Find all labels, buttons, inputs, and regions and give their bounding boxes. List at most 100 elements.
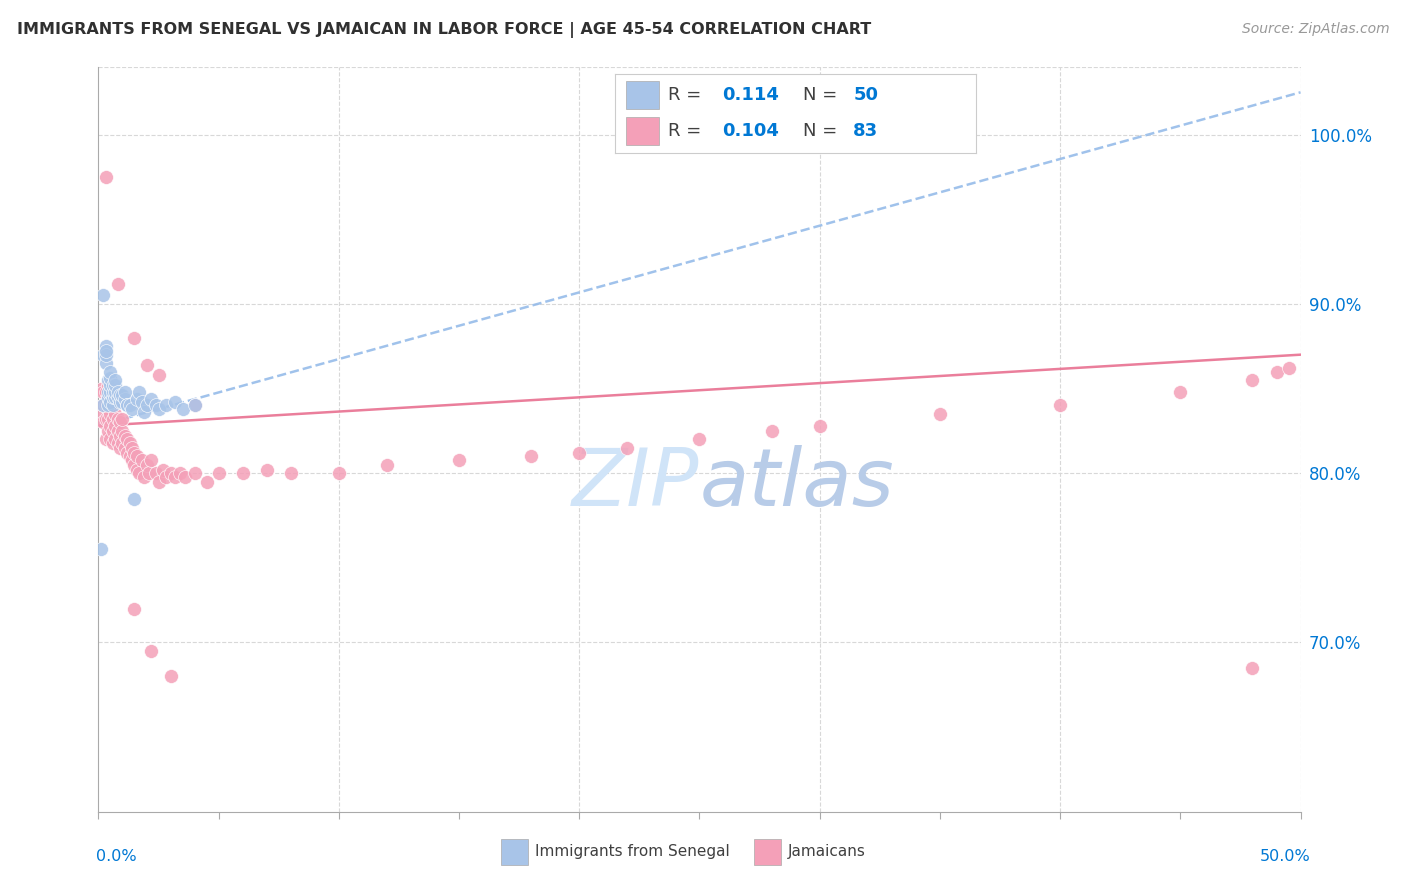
Point: [104, 418, 127, 433]
Point: [1170, 384, 1192, 399]
Point: [108, 416, 131, 430]
Point: [104, 433, 127, 447]
Point: [94, 433, 117, 447]
Point: [108, 395, 131, 409]
Point: [128, 384, 150, 399]
Point: [121, 441, 143, 455]
Point: [111, 395, 134, 409]
Point: [90, 407, 112, 421]
Point: [124, 331, 146, 345]
Point: [520, 449, 543, 463]
Point: [91, 348, 114, 362]
Point: [152, 463, 174, 477]
Point: [97, 390, 120, 404]
Point: [101, 399, 124, 413]
Point: [100, 384, 122, 399]
Point: [100, 382, 122, 396]
Point: [145, 466, 167, 480]
Point: [94, 339, 117, 353]
Point: [761, 424, 783, 438]
Point: [183, 399, 205, 413]
Point: [94, 399, 117, 413]
Point: [108, 429, 131, 443]
Point: [101, 435, 124, 450]
Point: [616, 441, 638, 455]
Point: [1241, 373, 1264, 387]
Point: [97, 424, 120, 438]
Text: IMMIGRANTS FROM SENEGAL VS JAMAICAN IN LABOR FORCE | AGE 45-54 CORRELATION CHART: IMMIGRANTS FROM SENEGAL VS JAMAICAN IN L…: [17, 22, 872, 38]
Point: [135, 458, 157, 472]
Point: [97, 401, 120, 416]
Point: [97, 390, 120, 404]
Point: [107, 277, 129, 291]
Point: [145, 399, 167, 413]
Point: [124, 601, 146, 615]
Point: [1049, 399, 1071, 413]
Point: [108, 441, 131, 455]
Point: [128, 466, 150, 480]
Point: [117, 433, 139, 447]
Point: [117, 399, 139, 413]
Point: [101, 412, 124, 426]
Point: [280, 466, 302, 480]
Point: [568, 446, 591, 460]
Point: [155, 469, 177, 483]
Point: [90, 542, 112, 557]
Point: [100, 371, 122, 385]
Point: [111, 424, 134, 438]
Point: [100, 395, 122, 409]
Point: [94, 344, 117, 359]
Point: [808, 418, 831, 433]
Point: [124, 446, 146, 460]
Point: [97, 384, 120, 399]
Point: [183, 399, 205, 413]
Point: [195, 475, 218, 489]
Point: [111, 435, 134, 450]
FancyBboxPatch shape: [754, 839, 782, 864]
Point: [125, 463, 148, 477]
Point: [94, 169, 117, 184]
Point: [928, 407, 950, 421]
Point: [107, 390, 129, 404]
Point: [91, 399, 114, 413]
Point: [124, 491, 146, 506]
Point: [125, 392, 148, 406]
Point: [117, 446, 139, 460]
Point: [94, 356, 117, 370]
Point: [101, 384, 124, 399]
Text: Jamaicans: Jamaicans: [787, 845, 866, 859]
Point: [159, 669, 181, 683]
Text: 50.0%: 50.0%: [1260, 849, 1310, 863]
Point: [90, 382, 112, 396]
Point: [91, 288, 114, 302]
Point: [94, 348, 117, 362]
Point: [121, 401, 143, 416]
Point: [232, 466, 254, 480]
Text: Source: ZipAtlas.com: Source: ZipAtlas.com: [1241, 22, 1389, 37]
Point: [104, 378, 127, 392]
Point: [131, 452, 153, 467]
Point: [132, 405, 155, 419]
Point: [165, 395, 187, 409]
Point: [100, 395, 122, 409]
Point: [1265, 365, 1288, 379]
Point: [114, 429, 136, 443]
Point: [107, 435, 129, 450]
Point: [100, 378, 122, 392]
Text: atlas: atlas: [699, 445, 894, 523]
Point: [91, 384, 114, 399]
Point: [148, 475, 170, 489]
Point: [111, 412, 134, 426]
Point: [100, 433, 122, 447]
Text: Immigrants from Senegal: Immigrants from Senegal: [534, 845, 730, 859]
Point: [94, 412, 117, 426]
Point: [101, 424, 124, 438]
Point: [108, 388, 131, 402]
Point: [183, 466, 205, 480]
FancyBboxPatch shape: [501, 839, 529, 864]
Point: [125, 449, 148, 463]
Point: [138, 466, 160, 480]
Point: [104, 407, 127, 421]
Point: [101, 390, 124, 404]
Point: [121, 452, 143, 467]
